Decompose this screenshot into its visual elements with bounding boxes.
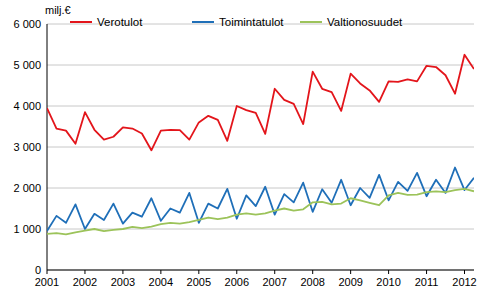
grid-line [47, 270, 474, 271]
x-axis [47, 270, 474, 271]
y-tick-label: 6 000 [13, 18, 41, 30]
x-tick [388, 270, 389, 274]
y-tick-label: 0 [35, 264, 41, 276]
grid-line [47, 106, 474, 107]
x-tick-label: 2005 [187, 276, 211, 288]
x-tick-label: 2011 [415, 276, 439, 288]
x-tick [426, 270, 427, 274]
x-tick [47, 270, 48, 274]
x-tick-label: 2010 [376, 276, 400, 288]
y-tick-label: 5 000 [13, 59, 41, 71]
legend-label: Valtionosuudet [327, 16, 403, 28]
series-line [47, 55, 474, 151]
x-tick [198, 270, 199, 274]
x-tick-label: 2001 [35, 276, 59, 288]
series-line [47, 168, 474, 232]
legend-label: Verotulot [97, 16, 143, 28]
x-tick-label: 2012 [452, 276, 476, 288]
x-tick-label: 2007 [262, 276, 286, 288]
grid-line [47, 65, 474, 66]
legend-swatch [70, 21, 92, 23]
x-tick-label: 2009 [338, 276, 362, 288]
x-tick [350, 270, 351, 274]
legend-swatch [300, 21, 322, 23]
x-tick [236, 270, 237, 274]
x-tick [122, 270, 123, 274]
y-axis-label: milj.€ [45, 4, 71, 16]
x-tick [84, 270, 85, 274]
x-tick-label: 2002 [73, 276, 97, 288]
plot-area [47, 55, 474, 235]
x-tick [274, 270, 275, 274]
x-tick-label: 2006 [225, 276, 249, 288]
legend-swatch [192, 21, 214, 23]
y-tick-label: 4 000 [13, 100, 41, 112]
x-tick [312, 270, 313, 274]
series-line [47, 189, 474, 235]
x-tick [464, 270, 465, 274]
y-tick-label: 2 000 [13, 182, 41, 194]
grid-line [47, 147, 474, 148]
y-tick-label: 1 000 [13, 223, 41, 235]
x-tick-label: 2008 [300, 276, 324, 288]
legend-label: Toimintatulot [219, 16, 284, 28]
x-tick [160, 270, 161, 274]
x-tick-label: 2004 [149, 276, 173, 288]
chart: 0 1 000 2 000 3 000 4 000 5 000 6 000 milj.€ 200… [0, 0, 493, 304]
y-tick-label: 3 000 [13, 141, 41, 153]
x-tick-label: 2003 [111, 276, 135, 288]
